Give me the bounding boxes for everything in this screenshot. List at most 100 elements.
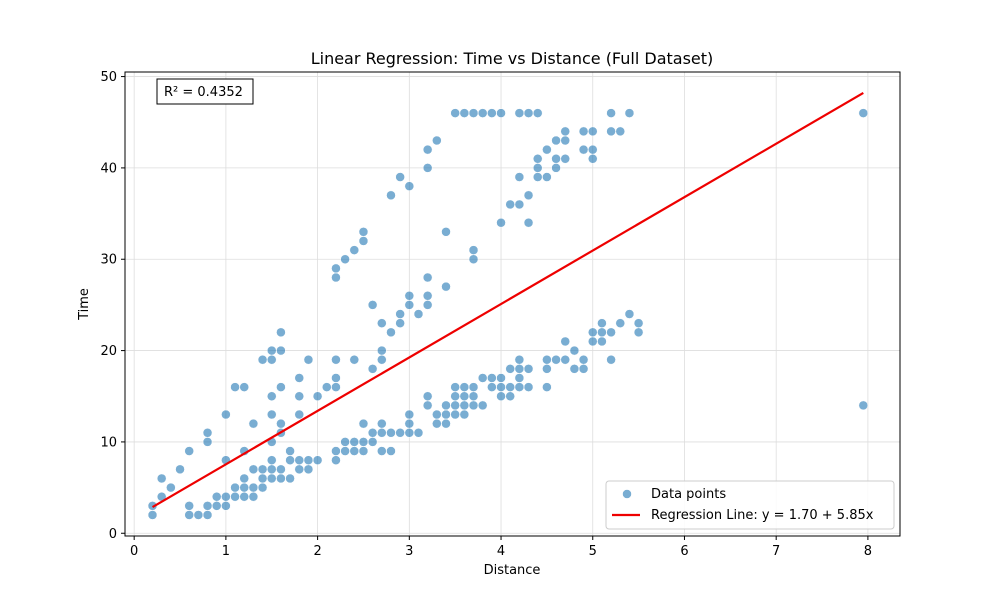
data-point — [266, 455, 277, 465]
data-point — [588, 327, 598, 338]
data-point — [468, 108, 479, 118]
data-point — [514, 382, 525, 392]
legend-label-points: Data points — [651, 487, 726, 502]
data-point — [312, 455, 323, 465]
data-point — [404, 418, 415, 429]
data-point — [578, 364, 589, 374]
data-point — [606, 126, 616, 137]
x-tick-label: 2 — [313, 544, 321, 559]
x-tick-label: 6 — [680, 544, 688, 559]
data-point — [184, 501, 194, 511]
data-point — [358, 418, 369, 429]
plot-frame — [124, 71, 901, 537]
data-point — [560, 154, 570, 164]
data-point — [542, 382, 552, 392]
data-point — [266, 464, 277, 475]
data-point — [386, 428, 396, 438]
data-point — [542, 172, 552, 182]
y-tick-label: 40 — [100, 161, 117, 176]
data-point — [450, 108, 460, 118]
data-point — [184, 446, 194, 456]
legend-marker-points — [622, 489, 632, 499]
data-point — [349, 437, 360, 447]
data-point — [349, 354, 360, 365]
data-point — [266, 354, 277, 365]
data-point — [395, 428, 405, 438]
data-point — [202, 501, 213, 511]
data-point — [377, 418, 387, 429]
data-point — [450, 400, 460, 411]
data-point — [578, 144, 589, 155]
data-point — [202, 437, 213, 447]
data-point — [560, 336, 570, 347]
data-point — [239, 482, 249, 493]
data-point — [340, 254, 350, 264]
data-point — [487, 373, 497, 383]
data-point — [606, 327, 616, 338]
regression-line-group — [151, 91, 864, 508]
data-point — [285, 446, 295, 456]
y-axis-label: Time — [77, 288, 92, 321]
data-point — [331, 263, 341, 274]
data-point — [606, 354, 616, 365]
data-point — [450, 409, 460, 420]
data-point — [331, 382, 341, 392]
data-point — [532, 154, 543, 164]
data-point — [514, 172, 525, 182]
data-point — [211, 491, 222, 502]
data-point — [588, 144, 598, 155]
data-point — [588, 336, 598, 347]
data-point — [597, 327, 607, 338]
data-point — [615, 126, 626, 137]
data-point — [202, 428, 213, 438]
data-point — [248, 418, 259, 429]
data-point — [542, 364, 552, 374]
data-point — [477, 108, 488, 118]
data-point — [560, 354, 570, 365]
grid-lines — [125, 72, 900, 536]
data-point — [468, 254, 479, 264]
x-tick-label: 5 — [589, 544, 597, 559]
data-point — [349, 446, 360, 456]
data-point — [450, 382, 460, 392]
data-point — [560, 135, 570, 146]
data-point — [404, 291, 415, 301]
data-point — [532, 108, 543, 118]
data-point — [633, 327, 644, 338]
data-point — [404, 181, 415, 191]
data-point — [551, 154, 561, 164]
data-point — [166, 482, 176, 493]
data-point — [496, 217, 506, 228]
data-point — [404, 409, 415, 420]
data-point — [569, 345, 580, 356]
data-point — [468, 245, 479, 255]
data-point — [496, 108, 506, 118]
data-point — [230, 382, 240, 392]
data-point — [487, 382, 497, 392]
data-point — [349, 245, 360, 255]
data-point — [468, 400, 479, 411]
data-point — [441, 418, 451, 429]
data-point — [266, 409, 277, 420]
data-point — [367, 437, 378, 447]
data-point — [248, 464, 259, 475]
data-point — [395, 309, 405, 319]
data-point — [624, 309, 635, 319]
data-point — [276, 327, 286, 338]
data-point — [459, 391, 470, 402]
data-point — [331, 455, 341, 465]
data-point — [551, 354, 561, 365]
x-tick-label: 7 — [772, 544, 780, 559]
data-point — [514, 373, 525, 383]
data-point — [477, 400, 488, 411]
data-point — [523, 217, 534, 228]
data-point — [358, 236, 369, 246]
data-point — [422, 400, 433, 411]
data-point — [303, 354, 314, 365]
data-point — [257, 464, 268, 475]
data-point — [276, 345, 286, 356]
data-point — [606, 108, 616, 118]
data-point — [266, 345, 277, 356]
data-point — [294, 455, 305, 465]
